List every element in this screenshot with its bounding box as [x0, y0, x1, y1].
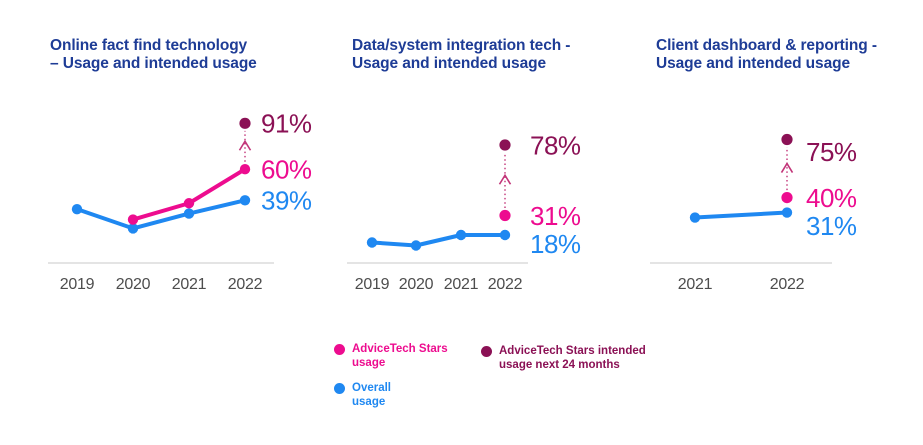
legend-item-overall-usage: Overall usage	[334, 382, 391, 409]
intended-usage-arrowhead-icon	[498, 173, 512, 185]
legend-label-intended-usage: AdviceTech Stars intended usage next 24 m…	[499, 345, 646, 372]
intended-usage-value-label: 75%	[806, 137, 857, 167]
title-line-2: – Usage and intended usage	[50, 55, 257, 72]
intended-usage-point	[499, 139, 511, 151]
overall-usage-value-label: 31%	[806, 211, 857, 241]
legend-line-1: AdviceTech Stars	[352, 343, 448, 355]
intended-usage-point	[781, 133, 793, 146]
intended-usage-point	[239, 117, 251, 129]
legend-label-stars-usage: AdviceTech Stars usage	[352, 343, 448, 370]
legend-line-1: Overall	[352, 382, 391, 394]
title-line-2: Usage and intended usage	[352, 55, 546, 72]
stars-usage-point	[183, 198, 195, 209]
overall-usage-dot-icon	[334, 383, 345, 394]
legend-line-1: AdviceTech Stars intended	[499, 345, 646, 357]
x-tick-label-2021: 2021	[444, 276, 479, 293]
x-tick-label-2022: 2022	[770, 276, 805, 293]
stars-usage-point	[781, 192, 793, 204]
x-tick-label-2020: 2020	[116, 276, 151, 293]
overall-usage-point	[239, 195, 251, 206]
overall-usage-point	[781, 207, 793, 218]
intended-usage-arrowhead-icon	[238, 139, 252, 151]
overall-usage-point	[689, 212, 701, 223]
overall-usage-point	[71, 203, 83, 215]
overall-usage-point	[127, 223, 139, 234]
intended-usage-value-label: 78%	[530, 130, 581, 160]
stars-usage-dot-icon	[334, 344, 345, 355]
x-tick-label-2021: 2021	[678, 276, 713, 293]
stars-usage-point	[499, 209, 511, 222]
x-tick-label-2021: 2021	[172, 276, 207, 293]
overall-usage-line	[370, 233, 507, 248]
overall-usage-point	[410, 240, 422, 251]
intended-usage-value-label: 91%	[261, 109, 312, 139]
overall-usage-value-label: 18%	[530, 229, 581, 259]
stars-usage-point	[127, 214, 139, 225]
legend-item-intended-usage: AdviceTech Stars intended usage next 24 m…	[481, 345, 646, 372]
intended-usage-arrowhead-icon	[780, 162, 794, 173]
x-tick-label-2022: 2022	[488, 276, 523, 293]
chart-title-client-dashboard: Client dashboard & reporting - Usage and …	[656, 37, 923, 73]
legend-line-2: usage	[352, 395, 386, 408]
overall-usage-point	[183, 208, 195, 219]
stars-usage-value-label: 31%	[530, 201, 581, 231]
legend-line-2: usage next 24 months	[499, 358, 620, 371]
overall-usage-point	[366, 237, 378, 248]
overall-usage-point	[499, 229, 511, 241]
title-line-2: Usage and intended usage	[656, 55, 850, 72]
legend-line-2: usage	[352, 356, 386, 369]
overall-usage-value-label: 39%	[261, 186, 312, 216]
overall-usage-line	[75, 198, 247, 231]
legend-item-stars-usage: AdviceTech Stars usage	[334, 343, 448, 370]
intended-usage-dot-icon	[481, 346, 492, 357]
overall-usage-point	[455, 229, 467, 241]
legend-label-overall-usage: Overall usage	[352, 382, 391, 409]
chart-title-online-fact-find: Online fact find technology – Usage and i…	[50, 37, 335, 73]
x-tick-label-2020: 2020	[399, 276, 434, 293]
x-tick-label-2019: 2019	[355, 276, 390, 293]
x-tick-label-2019: 2019	[60, 276, 95, 293]
chart-title-data-system-integration: Data/system integration tech - Usage and …	[352, 37, 637, 73]
title-line-1: Data/system integration tech -	[352, 37, 571, 54]
x-tick-label-2022: 2022	[228, 276, 263, 293]
stars-usage-point	[239, 164, 251, 175]
stars-usage-value-label: 40%	[806, 183, 857, 213]
title-line-1: Online fact find technology	[50, 37, 248, 54]
title-line-1: Client dashboard & reporting -	[656, 37, 877, 54]
overall-usage-line	[693, 210, 789, 220]
stars-usage-value-label: 60%	[261, 155, 312, 185]
